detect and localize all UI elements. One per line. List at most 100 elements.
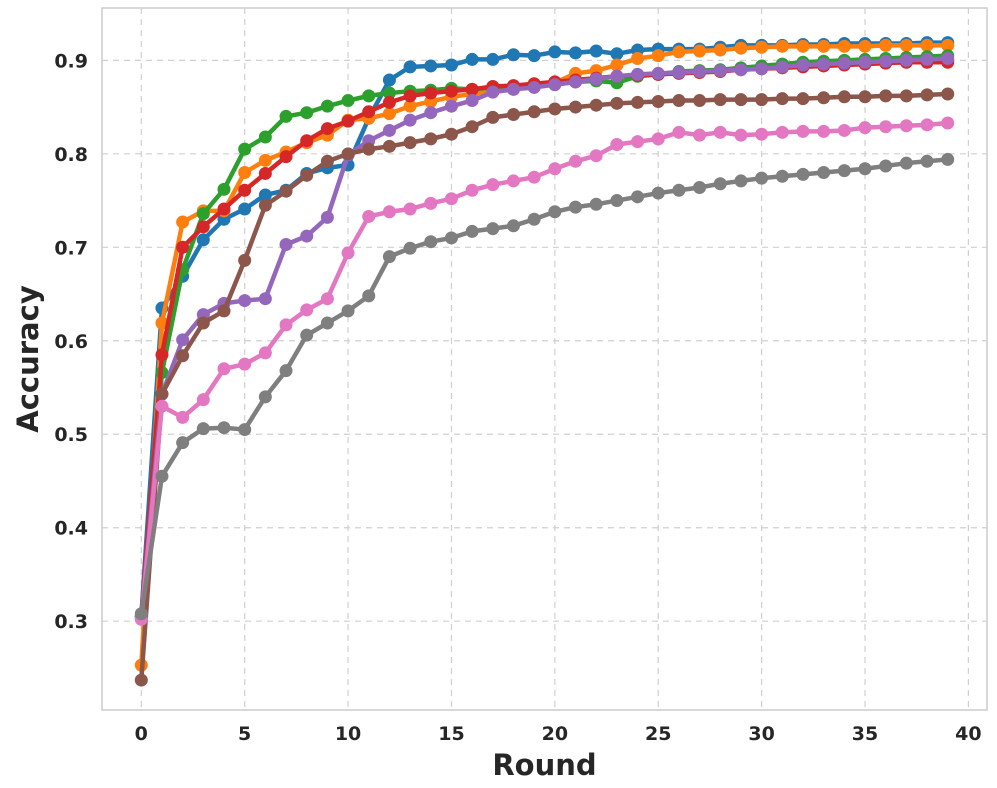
y-tick-label: 0.6 (54, 331, 88, 353)
series-pink-point (920, 118, 934, 132)
series-blue-point (444, 58, 458, 72)
series-purple-point (238, 294, 252, 308)
series-red-point (465, 82, 479, 96)
series-brown-point (382, 139, 396, 153)
series-gray-point (775, 169, 789, 183)
series-gray-point (362, 289, 376, 303)
series-gray-point (382, 250, 396, 264)
series-pink-point (879, 120, 893, 134)
series-blue-point (569, 46, 583, 60)
series-brown-point (362, 142, 376, 156)
series-green-point (341, 94, 355, 108)
series-red-point (362, 105, 376, 119)
series-gray-point (589, 197, 603, 211)
series-purple-point (672, 66, 686, 79)
series-gray-point (899, 156, 913, 170)
x-tick-label: 25 (645, 723, 671, 745)
series-green-point (300, 106, 314, 120)
series-purple (134, 51, 955, 624)
series-red-point (176, 240, 190, 254)
series-gray-point (734, 174, 748, 188)
series-purple-point (879, 54, 893, 68)
series-gray-point (279, 364, 293, 378)
series-red-point (300, 134, 314, 148)
series-purple-point (837, 56, 851, 70)
series-brown-point (610, 96, 624, 110)
series-orange-point (403, 99, 417, 113)
series-orange-point (837, 39, 851, 53)
series-orange-point (817, 39, 831, 53)
series-gray-point (300, 328, 314, 342)
series-orange-point (610, 58, 624, 72)
series-red-point (217, 202, 231, 216)
series-blue-point (486, 52, 500, 66)
series-green-point (279, 109, 293, 123)
series-purple-point (382, 123, 396, 137)
series-blue-point (196, 233, 210, 247)
series-orange-point (775, 39, 789, 53)
series-purple-point (424, 106, 438, 120)
series-gray-point (920, 154, 934, 168)
series-brown-point (817, 91, 831, 105)
series-pink-point (258, 346, 272, 360)
series-gray-line (139, 157, 950, 616)
series-gray-point (672, 183, 686, 197)
series-pink-point (899, 119, 913, 133)
series-green-point (217, 182, 231, 196)
x-tick-label: 5 (238, 723, 251, 745)
series-pink-point (817, 124, 831, 138)
series-purple-point (486, 85, 500, 99)
series-purple-point (444, 99, 458, 113)
series-red-line (139, 59, 950, 619)
series-blue-point (506, 48, 520, 62)
series-green-point (258, 130, 272, 144)
series-blue-point (382, 73, 396, 87)
y-tick-label: 0.8 (54, 144, 88, 166)
series-brown-point (300, 168, 314, 182)
series-gray-point (424, 235, 438, 249)
series-brown-point (424, 132, 438, 146)
series-gray-point (817, 166, 831, 180)
series-brown-point (775, 92, 789, 106)
series-green-point (238, 142, 252, 156)
x-tick-label: 35 (852, 723, 878, 745)
series-pink-point (238, 357, 252, 371)
series-gray-point (941, 152, 955, 166)
series-brown-point (755, 93, 769, 107)
series-gray-point (196, 422, 210, 436)
series-gray-point (134, 607, 148, 621)
series-pink-point (506, 174, 520, 188)
series-gray-point (258, 390, 272, 404)
series-pink-point (713, 125, 727, 139)
series-brown-point (631, 95, 645, 109)
series-brown-point (651, 94, 665, 108)
series-purple-point (589, 72, 603, 86)
series-blue-point (465, 52, 479, 66)
series-pink-point (300, 303, 314, 317)
y-tick-label: 0.5 (54, 424, 88, 446)
series-orange-point (651, 49, 665, 63)
series-red-point (320, 122, 334, 136)
series-orange-point (238, 166, 252, 180)
x-tick-label: 15 (438, 723, 464, 745)
series-purple-point (258, 292, 272, 306)
series-pink-point (320, 292, 334, 306)
series-orange-point (382, 107, 396, 121)
series-purple-point (796, 58, 810, 72)
series-pink-point (217, 362, 231, 376)
series-pink-point (858, 121, 872, 135)
x-tick-label: 40 (955, 723, 981, 745)
series-green-point (196, 207, 210, 221)
series-brown-line (139, 91, 950, 683)
tick-layer: 0 5 10 15 20 25 30 35 40 0.3 0.4 0.5 0.6 0.7 0.8 0.9 (54, 50, 981, 745)
series-orange-point (941, 38, 955, 52)
series-gray-point (444, 231, 458, 245)
series-pink-point (755, 127, 769, 141)
y-tick-label: 0.7 (54, 237, 88, 259)
series-pink-point (651, 132, 665, 146)
series-orange-point (713, 43, 727, 57)
series-blue-point (424, 59, 438, 73)
series-red-point (403, 89, 417, 103)
x-tick-label: 10 (335, 723, 361, 745)
series-pink-point (693, 128, 707, 142)
